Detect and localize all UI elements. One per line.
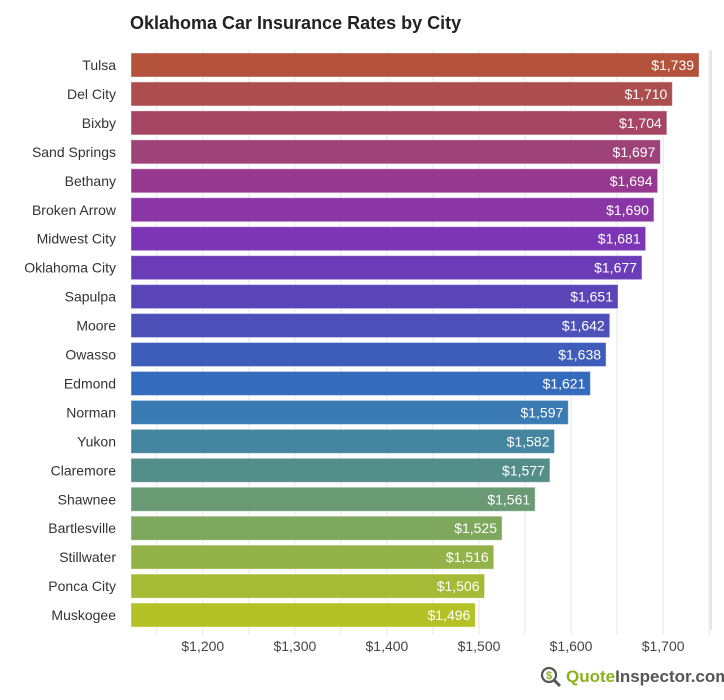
data-label: $1,651 xyxy=(570,289,613,305)
chart-title: Oklahoma Car Insurance Rates by City xyxy=(130,13,462,33)
bar xyxy=(130,139,661,165)
category-label: Edmond xyxy=(64,375,116,391)
category-label: Claremore xyxy=(51,462,117,478)
category-label: Stillwater xyxy=(59,549,116,565)
category-label: Bethany xyxy=(65,173,116,189)
bar xyxy=(130,602,476,628)
category-label: Owasso xyxy=(65,347,116,363)
data-label: $1,516 xyxy=(446,549,489,565)
x-tick-label: $1,400 xyxy=(366,638,409,654)
x-tick-label: $1,700 xyxy=(642,638,685,654)
data-label: $1,621 xyxy=(543,375,586,391)
bar xyxy=(130,342,607,367)
data-label: $1,677 xyxy=(594,260,637,276)
category-label: Bixby xyxy=(82,115,116,131)
svg-text:$: $ xyxy=(546,670,552,682)
bar xyxy=(130,226,647,252)
bar xyxy=(130,284,619,310)
category-label: Tulsa xyxy=(82,57,116,73)
category-label: Moore xyxy=(76,318,116,334)
quoteinspector-logo: $ Quote Inspector.com xyxy=(540,666,724,688)
bar xyxy=(130,255,643,281)
category-label: Norman xyxy=(66,404,116,420)
data-label: $1,597 xyxy=(520,404,563,420)
bar xyxy=(130,81,673,107)
data-label: $1,697 xyxy=(613,144,656,160)
x-tick-label: $1,600 xyxy=(550,638,593,654)
data-label: $1,577 xyxy=(502,462,545,478)
category-label: Del City xyxy=(67,86,116,102)
category-label: Midwest City xyxy=(37,231,116,247)
bar xyxy=(130,110,668,136)
data-label: $1,642 xyxy=(562,318,605,334)
magnifier-dollar-icon: $ xyxy=(540,666,562,688)
category-label: Yukon xyxy=(77,433,116,449)
category-label: Broken Arrow xyxy=(32,202,117,218)
data-label: $1,582 xyxy=(507,433,550,449)
data-label: $1,506 xyxy=(437,578,480,594)
bar xyxy=(130,370,591,396)
data-label: $1,561 xyxy=(487,491,530,507)
data-label: $1,694 xyxy=(610,173,653,189)
bar xyxy=(130,52,700,78)
data-label: $1,496 xyxy=(427,607,470,623)
data-label: $1,681 xyxy=(598,231,641,247)
category-label: Sapulpa xyxy=(65,289,117,305)
bar xyxy=(130,197,655,223)
category-label: Shawnee xyxy=(58,491,117,507)
category-label: Muskogee xyxy=(51,607,116,623)
bar xyxy=(130,168,659,194)
data-label: $1,704 xyxy=(619,115,662,131)
data-label: $1,525 xyxy=(454,520,497,536)
category-label: Sand Springs xyxy=(32,144,116,160)
bar xyxy=(130,515,503,541)
category-label: Bartlesville xyxy=(48,520,116,536)
x-tick-label: $1,300 xyxy=(273,638,316,654)
bar xyxy=(130,313,611,339)
category-label: Ponca City xyxy=(48,578,116,594)
bar xyxy=(130,486,536,512)
data-label: $1,638 xyxy=(558,347,601,363)
bar xyxy=(130,573,486,599)
category-label: Oklahoma City xyxy=(24,260,116,276)
x-tick-label: $1,500 xyxy=(458,638,501,654)
bar xyxy=(130,399,569,425)
data-label: $1,710 xyxy=(625,86,668,102)
x-tick-label: $1,200 xyxy=(181,638,224,654)
bar xyxy=(130,544,495,570)
data-label: $1,739 xyxy=(651,57,694,73)
bar xyxy=(130,457,551,483)
bar xyxy=(130,428,555,454)
logo-inspector: Inspector.com xyxy=(615,667,724,686)
logo-quote: Quote xyxy=(566,667,616,686)
data-label: $1,690 xyxy=(606,202,649,218)
